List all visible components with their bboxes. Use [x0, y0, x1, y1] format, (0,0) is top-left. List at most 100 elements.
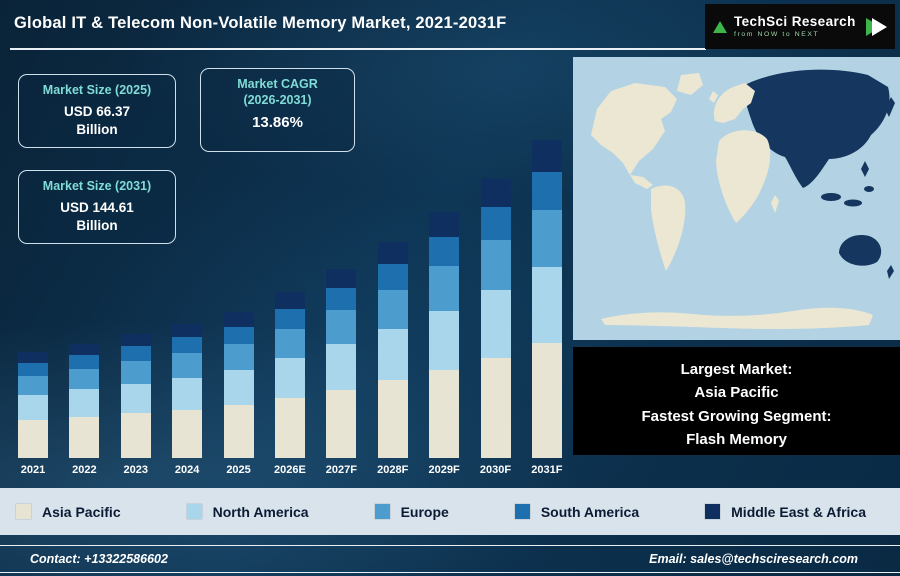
- bar-segment: [120, 383, 151, 414]
- bar-chart: 2021 2022 2023 2024 2025 2026E 2027F 2028F 2029F…: [16, 128, 564, 476]
- bar-segment: [480, 178, 511, 207]
- x-axis-label: 2022: [72, 464, 97, 476]
- bar-stack: [172, 323, 203, 458]
- bar-stack: [429, 212, 460, 458]
- bar-segment: [18, 419, 48, 458]
- market-cagr-label2: (2026-2031): [243, 92, 312, 107]
- bar-segment: [429, 266, 460, 311]
- bar-2031F: 2031F: [530, 139, 564, 476]
- bar-segment: [377, 380, 408, 458]
- bar-stack: [69, 343, 100, 458]
- bar-stack: [274, 291, 305, 458]
- key-facts-box: Largest Market: Asia Pacific Fastest Gro…: [573, 347, 900, 455]
- bar-segment: [377, 289, 408, 329]
- market-size-2025-value: USD 66.37: [63, 103, 131, 119]
- market-size-2025-unit: Billion: [76, 122, 118, 138]
- bar-segment: [18, 362, 48, 376]
- bar-segment: [274, 398, 305, 458]
- logo-text-block: TechSci Research from NOW to NEXT: [734, 14, 858, 39]
- bar-segment: [69, 355, 100, 369]
- fastest-segment-label: Fastest Growing Segment:: [641, 407, 832, 425]
- market-size-2025-label: Market Size (2025): [42, 83, 152, 97]
- legend-swatch: [16, 504, 31, 519]
- bar-segment: [274, 308, 305, 329]
- bar-segment: [172, 377, 203, 410]
- legend-label: Asia Pacific: [42, 503, 121, 520]
- bar-segment: [377, 242, 408, 264]
- bar-segment: [531, 171, 562, 210]
- bar-segment: [18, 375, 48, 395]
- legend: Asia Pacific North America Europe South Ame…: [0, 488, 900, 535]
- bar-stack: [120, 334, 151, 458]
- bar-segment: [377, 263, 408, 290]
- bar-2021: 2021: [16, 352, 50, 476]
- bar-segment: [480, 357, 511, 458]
- bar-segment: [120, 413, 151, 458]
- bar-segment: [429, 212, 460, 237]
- bar-2028F: 2028F: [376, 242, 410, 476]
- bar-2022: 2022: [67, 343, 101, 476]
- bar-segment: [120, 361, 151, 384]
- bar-segment: [326, 310, 357, 345]
- bar-2024: 2024: [170, 323, 204, 476]
- bar-segment: [69, 416, 100, 458]
- footer: Contact: +13322586602 Email: sales@techs…: [0, 545, 900, 573]
- bar-stack: [480, 178, 511, 458]
- legend-label: Europe: [400, 503, 449, 520]
- bar-segment: [120, 346, 151, 362]
- legend-item-north-america: North America: [186, 504, 309, 520]
- bar-segment: [223, 344, 254, 371]
- market-cagr-box: Market CAGR (2026-2031) 13.86%: [200, 68, 355, 152]
- bar-segment: [480, 290, 511, 358]
- market-size-2031-box: Market Size (2031) USD 144.61 Billion: [18, 170, 176, 244]
- bar-segment: [69, 368, 100, 390]
- logo-arrow-icon: [865, 17, 887, 37]
- legend-item-middle-east-africa: Middle East & Africa: [705, 504, 866, 520]
- bar-segment: [480, 240, 511, 291]
- market-cagr-label: Market CAGR: [237, 77, 318, 91]
- legend-item-south-america: South America: [514, 504, 639, 520]
- bar-segment: [531, 139, 562, 172]
- bar-segment: [326, 344, 357, 390]
- bar-segment: [429, 310, 460, 370]
- bar-segment: [223, 312, 254, 327]
- bar-stack: [531, 139, 562, 458]
- bar-segment: [531, 267, 562, 344]
- bar-2029F: 2029F: [427, 212, 461, 476]
- x-axis-label: 2028F: [377, 464, 409, 476]
- bar-segment: [172, 337, 203, 354]
- bar-segment: [69, 343, 100, 356]
- logo-triangle-icon: [713, 20, 727, 33]
- market-size-2025-box: Market Size (2025) USD 66.37 Billion: [18, 74, 176, 148]
- bar-segment: [274, 328, 305, 359]
- bar-segment: [326, 287, 357, 311]
- x-axis-label: 2026E: [274, 464, 306, 476]
- bar-stack: [377, 242, 408, 458]
- bar-stack: [326, 268, 357, 458]
- legend-swatch: [705, 504, 721, 519]
- bar-segment: [326, 268, 357, 288]
- x-axis-label: 2024: [174, 464, 200, 476]
- bar-2030F: 2030F: [479, 178, 513, 476]
- bar-segment: [172, 409, 203, 458]
- bar-segment: [223, 370, 254, 406]
- page-title: Global IT & Telecom Non-Volatile Memory …: [14, 14, 507, 32]
- bar-segment: [223, 405, 254, 458]
- bar-segment: [377, 328, 408, 381]
- legend-swatch: [514, 504, 530, 519]
- market-size-2031-unit: Billion: [76, 218, 118, 234]
- bar-segment: [172, 323, 203, 338]
- bar-2026E: 2026E: [273, 291, 307, 476]
- x-axis-label: 2021: [20, 464, 46, 476]
- x-axis-label: 2029F: [428, 464, 460, 476]
- footer-email: Email: sales@techsciresearch.com: [649, 552, 858, 566]
- market-size-2031-label: Market Size (2031): [42, 179, 152, 193]
- fastest-segment-value: Flash Memory: [686, 430, 787, 448]
- bar-2025: 2025: [222, 312, 256, 476]
- bar-segment: [18, 394, 48, 420]
- bar-stack: [18, 352, 48, 458]
- bar-segment: [531, 209, 562, 268]
- bar-2023: 2023: [119, 334, 153, 476]
- market-size-2031-value: USD 144.61: [60, 199, 134, 215]
